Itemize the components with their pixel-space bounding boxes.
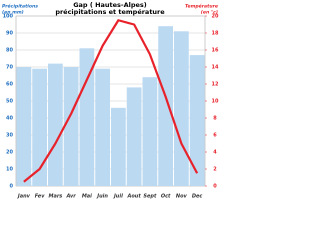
y2-tick-label: 20 (212, 14, 219, 20)
y2-tick-label: 14 (212, 65, 219, 71)
x-tick-label: Mai (82, 194, 92, 200)
y-tick-label: 20 (6, 150, 13, 156)
y-tick-label: 70 (6, 65, 13, 71)
x-tick-label: Avr (65, 194, 76, 200)
temperature-line (23, 19, 199, 183)
y-tick-label: 0 (10, 184, 14, 190)
chart-title: Gap ( Hautes-Alpes) (73, 1, 147, 9)
y2-tick-label: 2 (213, 167, 217, 173)
x-tick-label: Mars (48, 194, 62, 200)
bar (142, 77, 158, 186)
y-tick-label: 90 (6, 31, 13, 37)
y2-tick-label: 16 (212, 48, 219, 54)
x-tick-label: Sept (143, 194, 157, 200)
x-tick-label: Janv (17, 194, 31, 200)
bar (79, 48, 95, 186)
y-tick-label: 10 (6, 167, 13, 173)
x-tick-label: Juin (96, 194, 108, 200)
y-tick-label: 30 (6, 133, 13, 139)
x-tick-label: Dec (192, 194, 203, 200)
y-tick-label: 50 (6, 99, 13, 105)
y2-axis-label: (en °c) (201, 10, 218, 16)
chart-subtitle: précipitations et température (55, 8, 165, 16)
x-tick-label: Juil (113, 194, 123, 200)
x-tick-label: Oct (161, 194, 171, 200)
y2-tick-label: 18 (212, 31, 219, 37)
y2-tick-label: 10 (212, 99, 219, 105)
x-tick-label: Fev (35, 194, 45, 200)
y-axis-label: (en mm) (2, 10, 24, 16)
y-axis-label: Précipitations (2, 3, 38, 10)
bar (48, 63, 63, 186)
y2-axis-label: Température (185, 3, 218, 10)
bar (32, 68, 47, 186)
bar (174, 31, 189, 186)
bar (95, 68, 110, 186)
y-tick-label: 60 (6, 82, 13, 88)
y2-tick-label: 4 (213, 150, 217, 156)
y-tick-label: 80 (6, 48, 13, 54)
chart: Gap ( Hautes-Alpes) précipitations et te… (2, 1, 219, 200)
y2-tick-label: 0 (213, 184, 217, 190)
bar (158, 26, 173, 187)
bar (126, 87, 142, 186)
x-tick-label: Aout (126, 194, 141, 200)
y2-tick-label: 8 (213, 116, 217, 122)
x-tick-label: Nov (176, 194, 188, 200)
bar (63, 67, 79, 186)
bar (111, 107, 126, 186)
y2-tick-label: 12 (212, 82, 219, 88)
y-tick-label: 40 (6, 116, 13, 122)
y-tick-label: 100 (3, 14, 14, 20)
bar (189, 55, 205, 186)
y2-tick-label: 6 (213, 133, 217, 139)
bar (16, 67, 32, 186)
